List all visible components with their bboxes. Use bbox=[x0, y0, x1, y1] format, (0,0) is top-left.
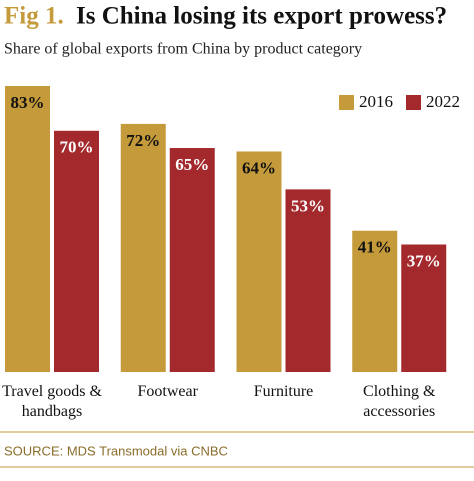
source: SOURCE: MDS Transmodal via CNBC bbox=[4, 443, 228, 458]
x-tick-label: Footwear bbox=[137, 383, 198, 400]
legend-swatch bbox=[406, 95, 421, 110]
bar bbox=[120, 123, 166, 372]
legend-label: 2022 bbox=[426, 92, 460, 111]
value-label: 53% bbox=[291, 196, 325, 215]
legend-label: 2016 bbox=[359, 92, 393, 111]
value-label: 37% bbox=[407, 251, 441, 270]
legend-swatch bbox=[339, 95, 354, 110]
chart-title: Is China losing its export prowess? bbox=[76, 3, 447, 30]
bar bbox=[5, 86, 50, 372]
bar bbox=[169, 148, 215, 372]
bar bbox=[401, 244, 447, 372]
bar bbox=[236, 151, 282, 372]
x-tick-label: Furniture bbox=[253, 383, 314, 400]
value-label: 70% bbox=[60, 138, 94, 157]
value-label: 41% bbox=[358, 238, 392, 257]
value-label: 65% bbox=[175, 155, 209, 174]
title-prefix: Fig 1. bbox=[4, 3, 64, 30]
x-tick-label: Clothing & accessories bbox=[363, 383, 436, 420]
value-label: 83% bbox=[11, 93, 45, 112]
bar bbox=[285, 189, 331, 372]
x-tick-label: Travel goods & handbags bbox=[2, 383, 102, 420]
value-label: 64% bbox=[242, 158, 276, 177]
bar bbox=[54, 130, 99, 372]
bar bbox=[352, 230, 398, 372]
chart-subtitle: Share of global exports from China by pr… bbox=[4, 41, 362, 58]
value-label: 72% bbox=[126, 131, 160, 150]
